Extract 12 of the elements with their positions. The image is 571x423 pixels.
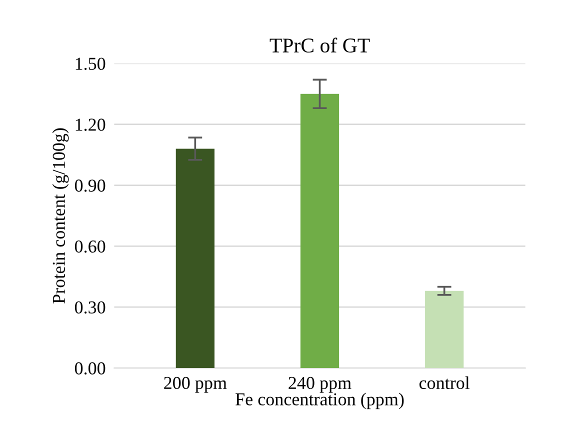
y-tick-label: 1.20 bbox=[76, 118, 106, 131]
y-tick-label: 0.00 bbox=[74, 362, 106, 375]
x-tick-label: control bbox=[419, 376, 470, 390]
y-tick-label: 0.90 bbox=[74, 180, 106, 192]
chart-title: TPrC of GT bbox=[270, 38, 370, 53]
y-tick-label: 0.30 bbox=[74, 301, 106, 314]
x-tick-label: 240 ppm bbox=[288, 376, 352, 393]
x-axis-title: Fe concentration (ppm) bbox=[236, 392, 404, 410]
y-axis-title: Protein content (g/100g) bbox=[52, 128, 69, 304]
y-tick-label: 0.60 bbox=[74, 240, 106, 253]
y-tick-label: 1.50 bbox=[76, 58, 106, 70]
x-tick-label: 200 ppm bbox=[164, 376, 227, 393]
